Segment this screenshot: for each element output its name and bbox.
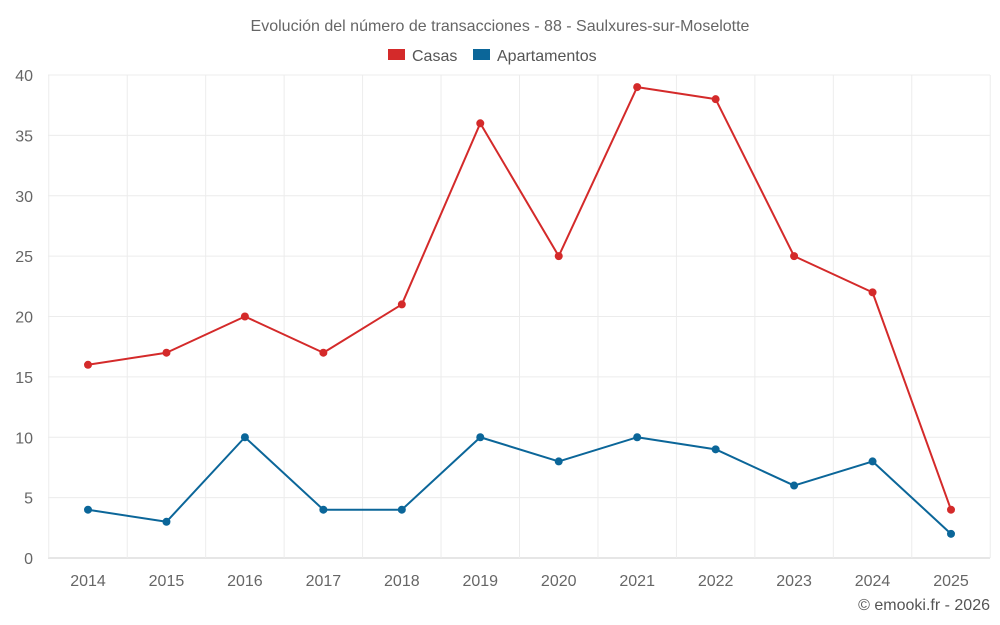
x-tick-label: 2022 — [698, 573, 734, 590]
data-point-casas[interactable] — [240, 312, 249, 321]
y-tick-label: 40 — [15, 68, 33, 85]
data-point-apartamentos[interactable] — [947, 529, 955, 538]
data-point-apartamentos[interactable] — [554, 457, 563, 466]
gridlines — [48, 74, 991, 559]
chart-title: Evolución del número de transacciones - … — [251, 18, 750, 35]
y-tick-label: 35 — [15, 128, 33, 145]
data-point-apartamentos[interactable] — [790, 481, 799, 490]
data-point-apartamentos[interactable] — [476, 433, 485, 442]
y-tick-label: 25 — [15, 249, 33, 266]
y-tick-label: 10 — [15, 430, 33, 447]
data-point-casas[interactable] — [84, 360, 92, 369]
data-point-apartamentos[interactable] — [868, 457, 877, 466]
x-tick-label: 2020 — [541, 573, 577, 590]
y-axis-ticks: 0 5 10 15 20 25 30 35 40 — [15, 68, 33, 568]
series-group — [84, 83, 955, 538]
data-point-casas[interactable] — [868, 288, 877, 297]
series-line-casas[interactable] — [87, 86, 952, 511]
data-point-apartamentos[interactable] — [84, 505, 92, 514]
x-tick-label: 2015 — [149, 573, 185, 590]
data-point-apartamentos[interactable] — [633, 433, 642, 442]
y-tick-label: 30 — [15, 189, 33, 206]
x-tick-label: 2023 — [776, 573, 812, 590]
data-point-apartamentos[interactable] — [319, 505, 328, 514]
x-tick-label: 2014 — [70, 573, 106, 590]
legend-swatch-casas — [388, 49, 405, 60]
legend-label-casas[interactable]: Casas — [412, 48, 457, 65]
x-tick-label: 2025 — [933, 573, 969, 590]
x-tick-label: 2021 — [619, 573, 655, 590]
data-point-casas[interactable] — [633, 83, 642, 92]
data-point-casas[interactable] — [947, 505, 955, 514]
y-tick-label: 15 — [15, 370, 33, 387]
data-point-apartamentos[interactable] — [711, 445, 720, 454]
x-tick-label: 2018 — [384, 573, 420, 590]
legend: Casas Apartamentos — [388, 48, 597, 65]
legend-label-apartamentos[interactable]: Apartamentos — [497, 48, 597, 65]
data-point-casas[interactable] — [554, 252, 563, 261]
data-point-apartamentos[interactable] — [240, 433, 249, 442]
data-point-casas[interactable] — [397, 300, 406, 309]
data-point-casas[interactable] — [319, 348, 328, 357]
data-point-casas[interactable] — [711, 95, 720, 104]
x-tick-label: 2016 — [227, 573, 263, 590]
data-point-casas[interactable] — [790, 252, 799, 261]
credit-text: © emooki.fr - 2026 — [858, 597, 990, 614]
legend-swatch-apartamentos — [473, 49, 490, 60]
x-tick-label: 2019 — [462, 573, 498, 590]
y-tick-label: 20 — [15, 310, 33, 327]
y-tick-label: 0 — [24, 551, 33, 568]
data-point-casas[interactable] — [476, 119, 485, 128]
series-line-apartamentos[interactable] — [87, 436, 952, 535]
data-point-apartamentos[interactable] — [397, 505, 406, 514]
data-point-apartamentos[interactable] — [162, 517, 171, 526]
y-tick-label: 5 — [24, 491, 33, 508]
data-point-casas[interactable] — [162, 348, 171, 357]
x-tick-label: 2024 — [855, 573, 891, 590]
x-tick-label: 2017 — [306, 573, 342, 590]
x-axis-ticks: 2014 2015 2016 2017 2018 2019 2020 2021 2022 2023… — [70, 573, 969, 590]
